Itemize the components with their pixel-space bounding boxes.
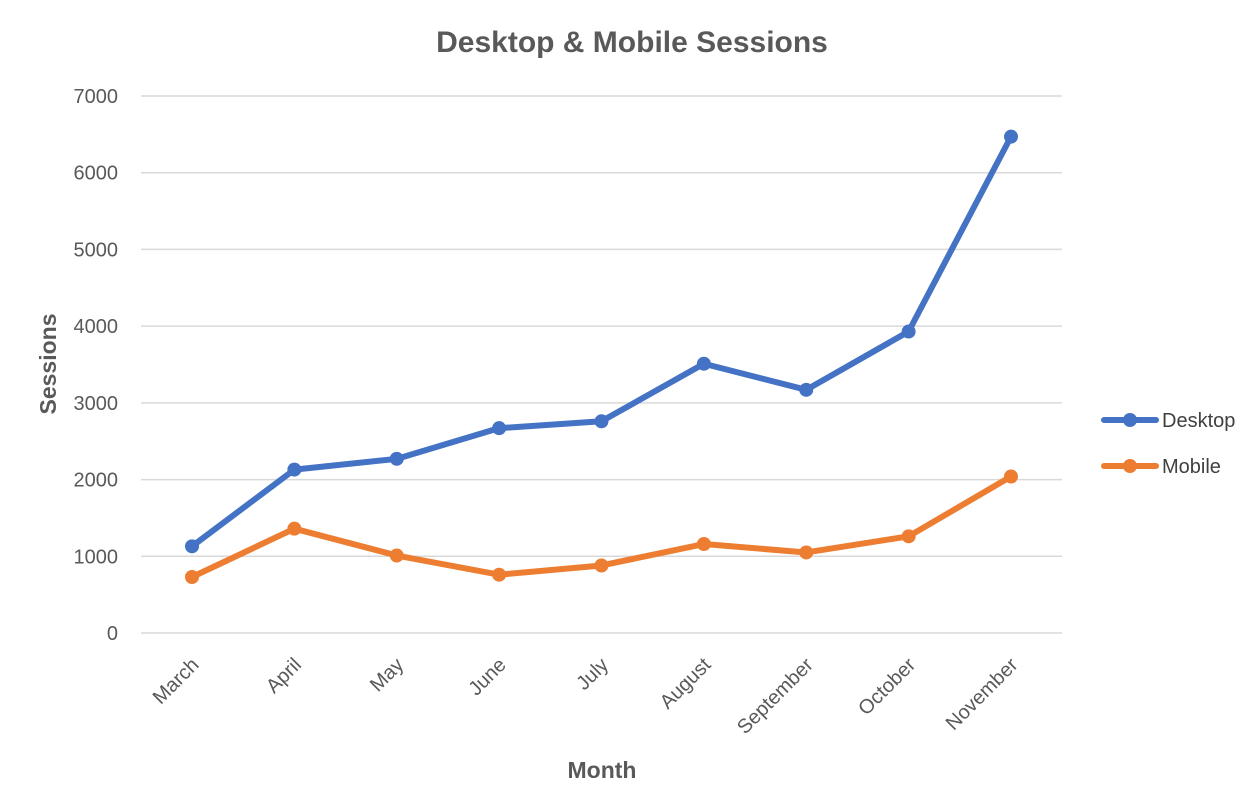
legend-label-desktop: Desktop <box>1162 410 1235 432</box>
desktop-line <box>192 137 1011 547</box>
mobile-point-july <box>595 558 609 572</box>
series-mobile <box>185 470 1018 584</box>
x-tick-label: September <box>733 654 818 739</box>
legend-item-desktop: Desktop <box>1104 410 1235 432</box>
gridlines <box>141 96 1062 633</box>
x-tick-label: July <box>572 654 613 695</box>
mobile-point-october <box>902 529 916 543</box>
x-tick-label: June <box>464 654 510 700</box>
x-tick-label: August <box>656 654 716 714</box>
mobile-point-march <box>185 570 199 584</box>
mobile-point-may <box>390 549 404 563</box>
mobile-point-november <box>1004 470 1018 484</box>
y-tick-label: 7000 <box>74 86 119 108</box>
x-tick-label: March <box>149 654 204 709</box>
legend-label-mobile: Mobile <box>1162 456 1221 478</box>
x-tick-label: April <box>262 654 306 698</box>
y-tick-label: 4000 <box>74 316 119 338</box>
mobile-point-august <box>697 537 711 551</box>
y-tick-label: 0 <box>107 623 118 645</box>
desktop-point-april <box>287 463 301 477</box>
chart-title: Desktop & Mobile Sessions <box>436 26 828 59</box>
legend-item-mobile: Mobile <box>1104 456 1221 478</box>
desktop-point-september <box>799 383 813 397</box>
legend: Desktop Mobile <box>1104 410 1235 478</box>
mobile-point-june <box>492 568 506 582</box>
series-layer <box>185 130 1018 584</box>
legend-marker-desktop <box>1123 413 1137 427</box>
y-tick-label: 6000 <box>74 163 119 185</box>
y-tick-label: 3000 <box>74 393 119 415</box>
y-tick-label: 1000 <box>74 546 119 568</box>
mobile-point-april <box>287 522 301 536</box>
y-axis-ticks: 0 1000 2000 3000 4000 5000 6000 7000 <box>74 86 119 645</box>
y-tick-label: 5000 <box>74 239 119 261</box>
x-axis-title: Month <box>568 757 637 783</box>
x-tick-label: May <box>366 654 408 696</box>
mobile-point-september <box>799 545 813 559</box>
legend-marker-mobile <box>1123 459 1137 473</box>
desktop-point-august <box>697 357 711 371</box>
desktop-point-october <box>902 325 916 339</box>
desktop-point-march <box>185 539 199 553</box>
desktop-point-may <box>390 452 404 466</box>
desktop-point-november <box>1004 130 1018 144</box>
y-axis-title: Sessions <box>35 314 61 415</box>
series-desktop <box>185 130 1018 554</box>
desktop-point-june <box>492 421 506 435</box>
x-axis-ticks: March April May June July August September Octo… <box>149 654 1023 739</box>
x-tick-label: October <box>854 654 920 720</box>
x-tick-label: November <box>942 654 1023 735</box>
y-tick-label: 2000 <box>74 470 119 492</box>
desktop-point-july <box>595 414 609 428</box>
